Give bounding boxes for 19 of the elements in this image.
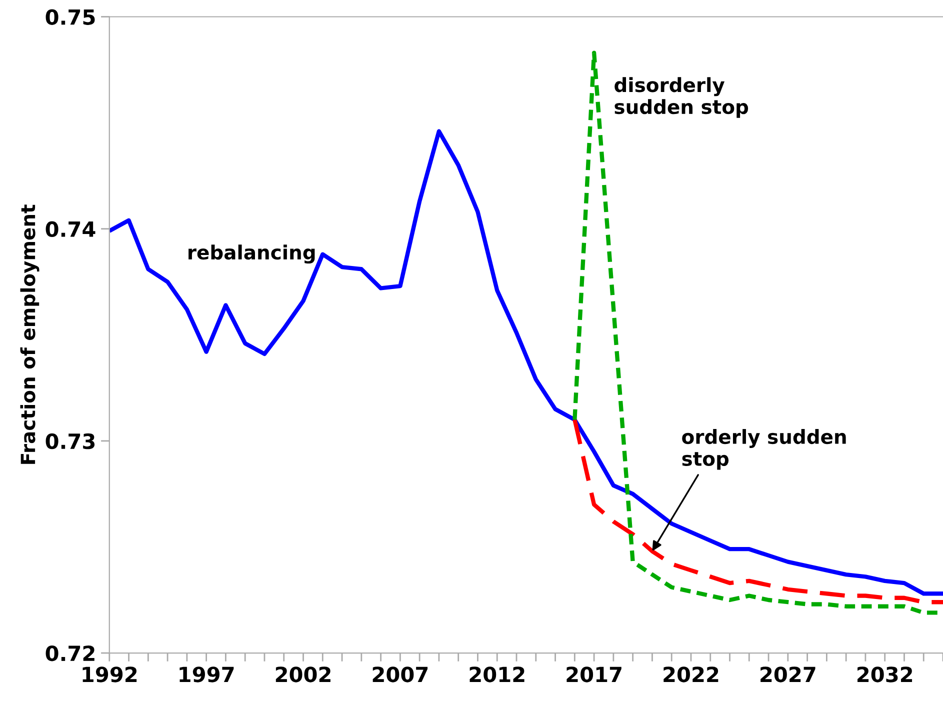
line-series [572,418,943,604]
y-tick-label: 0.72 [46,645,94,662]
annotation: rebalancing [188,244,315,264]
y-axis-title: Fraction of employment [20,204,40,464]
x-tick-label: 1992 [82,666,137,682]
y-tick-label: 0.75 [46,9,95,25]
x-tick-label: 2032 [857,666,912,682]
x-tick-label: 1997 [180,666,234,682]
line-series [109,129,943,596]
x-tick-label: 2002 [276,666,330,682]
y-tick-label: 0.74 [46,221,96,238]
x-tick-label: 2027 [760,666,816,682]
y-tick-label: 0.73 [46,433,95,450]
x-tick-label: 2012 [470,666,524,682]
x-tick-label: 2017 [566,666,622,682]
x-tick-label: 2022 [664,666,718,682]
annotation: orderly sudden stop [682,429,846,470]
annotation: disorderly sudden stop [614,77,748,118]
x-tick-label: 2007 [372,666,428,682]
